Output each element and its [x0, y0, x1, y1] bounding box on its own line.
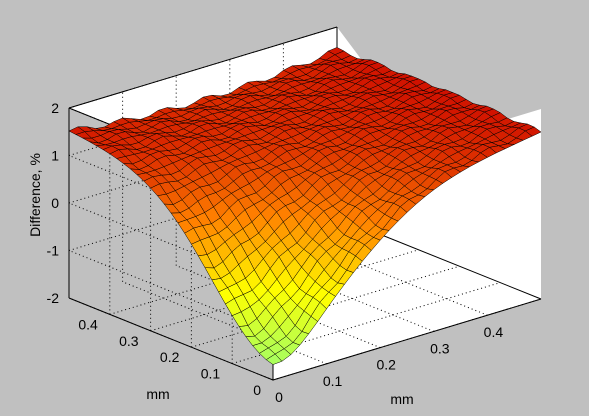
surface-plot	[68, 47, 542, 365]
z-tick-label: 2	[51, 100, 59, 116]
axes-box-edge	[272, 298, 542, 381]
y-tick-label: 0.3	[119, 333, 139, 349]
x-tick-label: 0.3	[430, 340, 450, 356]
surface-patch	[68, 126, 86, 135]
grid-line	[176, 265, 381, 349]
z-tick-label: 1	[51, 148, 59, 164]
z-tick-label: -1	[47, 243, 60, 259]
x-tick-label: 0.1	[323, 373, 343, 389]
x-axis-label: mm	[390, 391, 413, 407]
grid-line	[68, 297, 274, 381]
tick-labels: -2 -1 0 1 2 0 0.1 0.2 0.3 0.4 0 0.1 0.2 0.3 0.4	[47, 100, 504, 405]
y-axis-label: mm	[146, 386, 169, 402]
z-tick-label: -2	[47, 290, 60, 306]
y-tick-label: 0	[253, 382, 261, 398]
grid-line	[229, 248, 434, 332]
axes-box-edge	[68, 26, 338, 109]
z-tick-label: 0	[51, 195, 59, 211]
grid-line	[283, 232, 488, 316]
y-tick-label: 0.1	[201, 366, 221, 382]
y-tick-label: 0.4	[78, 316, 98, 332]
y-tick-label: 0.2	[160, 349, 180, 365]
x-tick-label: 0	[275, 389, 283, 405]
x-tick-label: 0.2	[376, 357, 396, 373]
x-tick-label: 0.4	[484, 324, 504, 340]
z-axis-label: Difference, %	[27, 153, 43, 237]
